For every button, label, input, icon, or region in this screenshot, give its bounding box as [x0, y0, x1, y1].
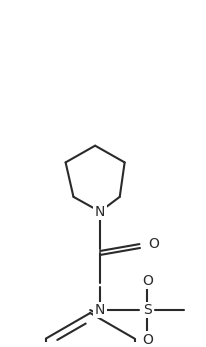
Text: S: S: [143, 303, 152, 317]
Text: O: O: [148, 237, 159, 251]
Text: O: O: [142, 332, 153, 347]
Text: N: N: [95, 303, 105, 317]
Text: O: O: [142, 273, 153, 288]
Text: N: N: [95, 205, 105, 219]
